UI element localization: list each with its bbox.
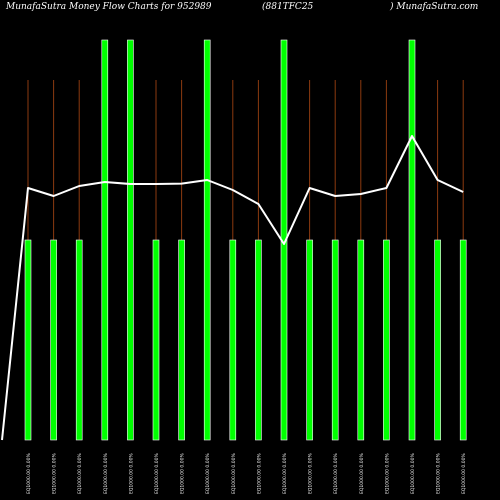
x-tick-label: EQ1000.00 0.00% [26, 453, 32, 494]
x-tick-label: EQ1000.00 0.00% [256, 453, 262, 494]
money-flow-bar [459, 239, 467, 441]
chart-header-site: ) MunafaSutra.com [390, 2, 479, 12]
money-flow-bar [357, 239, 365, 441]
x-tick-label: EQ1000.00 0.00% [461, 453, 467, 494]
x-tick-label: EQ1000.00 0.00% [103, 453, 109, 494]
money-flow-bar [331, 239, 339, 441]
x-tick-label: EQ1000.00 0.00% [154, 453, 160, 494]
money-flow-bar [152, 239, 160, 441]
x-tick-label: EQ1000.00 0.00% [128, 453, 134, 494]
x-axis-labels: EQ1000.00 0.00% EQ1000.00 0.00% EQ1000.00 … [26, 453, 467, 494]
money-flow-bar [383, 239, 390, 441]
x-tick-label: EQ1000.00 0.00% [231, 453, 237, 494]
x-tick-label: EQ1000.00 0.00% [205, 453, 211, 494]
x-tick-label: EQ1000.00 0.00% [77, 453, 83, 494]
bars [24, 39, 467, 441]
x-tick-label: EQ1000.00 0.00% [436, 453, 442, 494]
money-flow-bar [50, 239, 57, 441]
x-tick-label: EQ1000.00 0.00% [180, 453, 186, 494]
money-flow-bar [178, 239, 185, 441]
x-tick-label: EQ1000.00 0.00% [359, 453, 365, 494]
money-flow-line-group [1, 135, 464, 441]
money-flow-bar [24, 239, 32, 441]
money-flow-bar [408, 39, 416, 441]
money-flow-bar [306, 239, 313, 441]
money-flow-bar [255, 239, 262, 441]
money-flow-bar [75, 239, 83, 441]
chart-header-left: MunafaSutra Money Flow Charts for 952989 [6, 2, 212, 12]
x-tick-label: EQ1000.00 0.00% [282, 453, 288, 494]
gridlines [27, 80, 464, 440]
x-tick-label: EQ1000.00 0.00% [52, 453, 58, 494]
money-flow-bar [229, 239, 237, 441]
x-tick-label: EQ1000.00 0.00% [410, 453, 416, 494]
money-flow-bar [127, 39, 134, 441]
money-flow-bar [203, 39, 211, 441]
x-tick-label: EQ1000.00 0.00% [333, 453, 339, 494]
x-tick-label: EQ1000.00 0.00% [308, 453, 314, 494]
chart-header-symbol: (881TFC25 [262, 2, 314, 12]
money-flow-line [1, 135, 464, 441]
money-flow-bar [434, 239, 441, 441]
x-tick-label: EQ1000.00 0.00% [384, 453, 390, 494]
money-flow-bar [101, 39, 109, 441]
